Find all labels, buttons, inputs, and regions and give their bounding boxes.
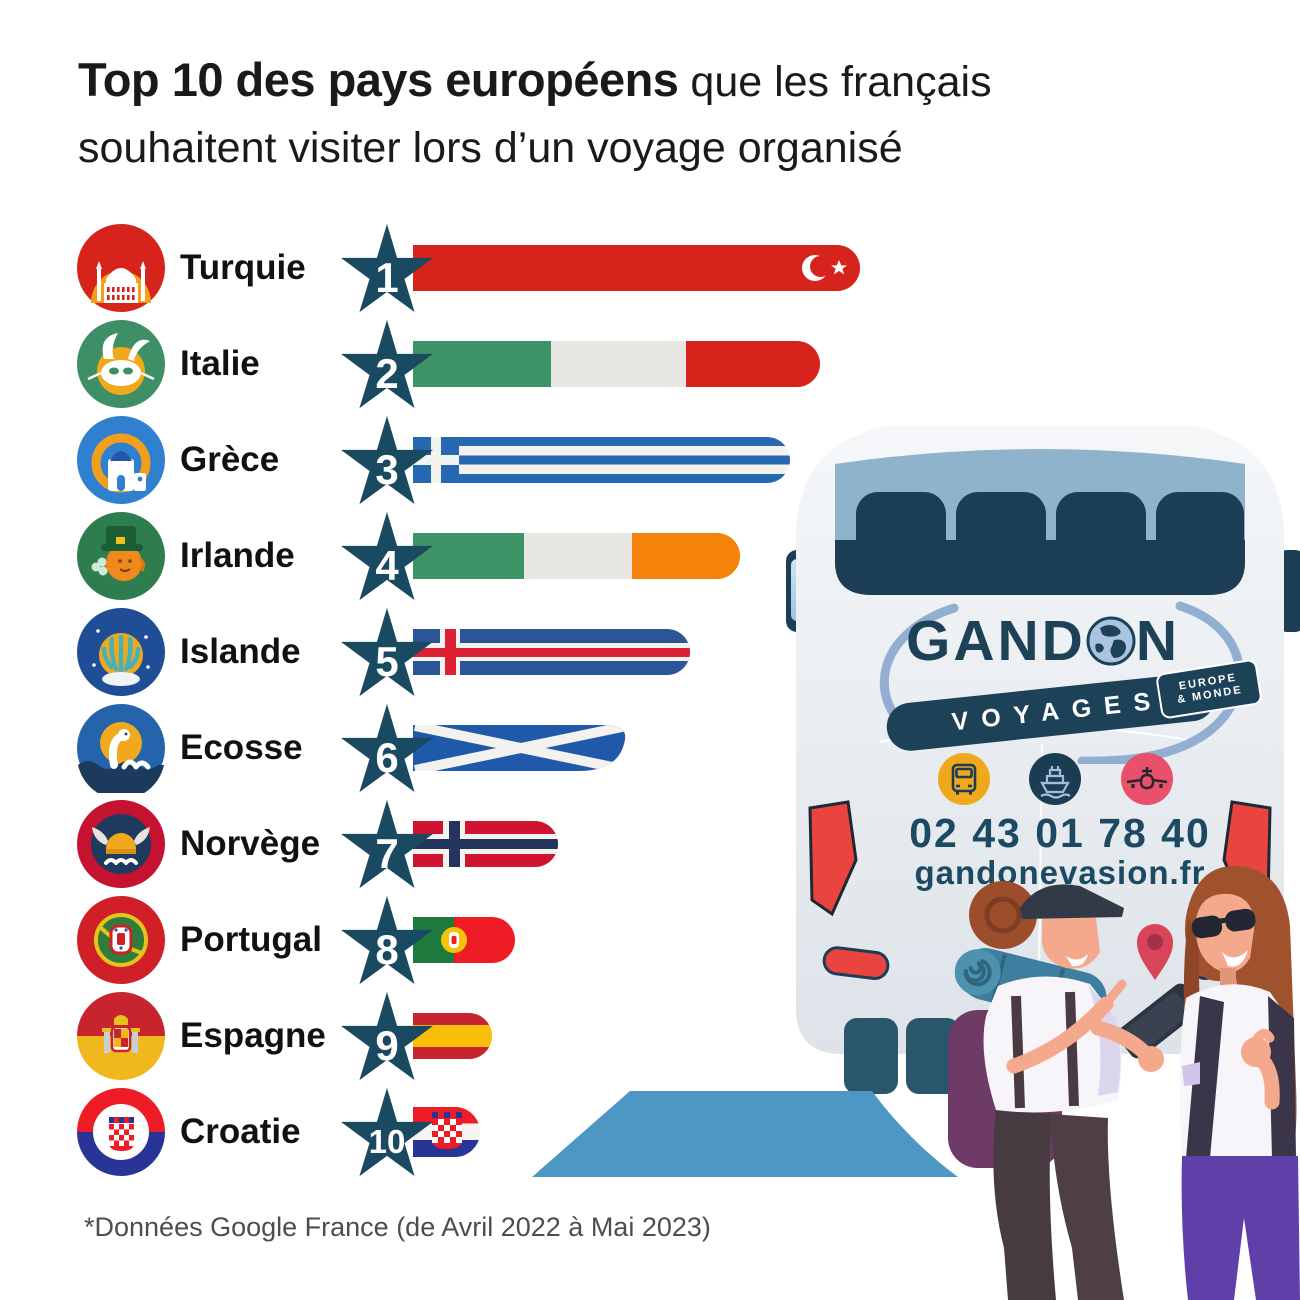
greek-cross-canton	[413, 437, 459, 483]
flag-bar-portugal	[413, 917, 515, 963]
ranking-row: Norvège 7	[0, 796, 900, 892]
cruise-ship-icon	[1029, 753, 1081, 805]
rank-star-badge: 6	[341, 702, 433, 794]
flag-bar-turkey	[413, 245, 860, 291]
leprechaun-icon	[77, 512, 165, 600]
rear-window	[835, 449, 1245, 595]
rank-number: 1	[375, 254, 399, 301]
rank-number: 2	[375, 350, 399, 397]
smile	[1066, 954, 1088, 967]
flag-bar-scotland	[413, 725, 630, 771]
rank-star-badge: 1	[341, 222, 433, 314]
title-line2: souhaitent visiter lors d’un voyage orga…	[78, 124, 903, 172]
brand-suffix: N	[1135, 609, 1180, 673]
rank-number: 4	[375, 542, 399, 589]
airplane-icon	[1121, 753, 1173, 805]
globe-icon	[1086, 614, 1136, 666]
ranking-row: Espagne 9	[0, 988, 900, 1084]
rank-number: 3	[375, 446, 399, 493]
flag-bar-spain	[413, 1013, 492, 1059]
flag-bar-greece	[413, 437, 790, 483]
country-label: Italie	[180, 344, 260, 383]
ranking-row: Croatie 10	[0, 1084, 900, 1180]
rank-star-badge: 5	[341, 606, 433, 698]
crescent-star-icon	[802, 255, 847, 281]
sunglasses	[1191, 908, 1256, 939]
rank-star-badge: 8	[341, 894, 433, 986]
strap	[1186, 996, 1224, 1158]
phone-number: 02 43 01 78 40	[909, 810, 1211, 856]
rank-number: 9	[375, 1022, 399, 1069]
portugal-crest-icon	[77, 896, 165, 984]
country-label: Irlande	[180, 536, 295, 575]
croatia-checker-emblem	[431, 1112, 462, 1149]
blue-ramp	[532, 1091, 958, 1177]
ranking-row: Italie 2	[0, 316, 900, 412]
country-label: Turquie	[180, 248, 306, 287]
title-bold: Top 10 des pays européens	[78, 53, 679, 106]
travelers-illustration	[948, 865, 1300, 1300]
ranking-row: Turquie 1	[0, 220, 900, 316]
cap	[1020, 884, 1124, 919]
country-label: Croatie	[180, 1112, 301, 1151]
brand-prefix: GAND	[906, 609, 1086, 673]
country-label: Islande	[180, 632, 301, 671]
viking-helmet-icon	[77, 800, 165, 888]
rank-number: 7	[375, 830, 399, 877]
ranking-row: Irlande 4	[0, 508, 900, 604]
bus-rear-illustration	[786, 426, 1300, 1094]
country-label: Portugal	[180, 920, 322, 959]
country-label: Ecosse	[180, 728, 303, 767]
ranking-row: Islande 5	[0, 604, 900, 700]
rank-number: 6	[375, 734, 399, 781]
flag-bar-italy	[413, 341, 820, 387]
portugal-emblem	[441, 927, 467, 953]
nessie-icon	[77, 704, 165, 793]
bus-icon	[938, 753, 990, 805]
rank-star-badge: 2	[341, 318, 433, 410]
country-label: Espagne	[180, 1016, 326, 1055]
traveler-right	[1179, 865, 1300, 1300]
page-title: Top 10 des pays européens que les frança…	[78, 52, 1128, 176]
left-reflector	[822, 946, 890, 980]
rank-star-badge: 7	[341, 798, 433, 890]
spain-crest-icon	[77, 992, 165, 1080]
flag-bar-iceland	[413, 629, 690, 675]
ranking-row: Portugal 8	[0, 892, 900, 988]
gandon-logo: VOYAGES GAND N EUROPE & MONDE	[858, 592, 1263, 764]
flag-bar-croatia	[413, 1107, 480, 1157]
title-regular: que les français	[678, 58, 992, 106]
country-label: Grèce	[180, 440, 280, 479]
rank-star-badge: 3	[341, 414, 433, 506]
flag-bar-ireland	[413, 533, 740, 579]
country-label: Norvège	[180, 824, 321, 863]
pants	[1181, 1156, 1300, 1300]
smile	[1222, 950, 1248, 967]
rank-star-badge: 9	[341, 990, 433, 1082]
traveler-left	[948, 881, 1201, 1300]
face	[1042, 909, 1100, 969]
mosque-icon	[77, 224, 165, 312]
brand-wordmark: GAND N	[858, 608, 1228, 674]
rank-star-badge: 4	[341, 510, 433, 602]
hair-bun	[969, 881, 1037, 949]
ranking-row: Ecosse 6	[0, 700, 900, 796]
rank-number: 8	[375, 926, 399, 973]
source-footnote: *Données Google France (de Avril 2022 à …	[84, 1212, 711, 1242]
geyser-icon	[77, 608, 165, 696]
ranking-row: Grèce 3	[0, 412, 900, 508]
rank-star-badge: 10	[341, 1086, 433, 1178]
santorini-icon	[77, 416, 165, 504]
venice-mask-icon	[77, 320, 165, 408]
rank-number: 5	[375, 638, 399, 685]
left-taillight	[808, 800, 858, 917]
rank-number: 10	[368, 1123, 406, 1160]
location-pin-icon	[1137, 924, 1173, 980]
croatia-crest-icon	[77, 1088, 165, 1176]
flag-bar-norway	[413, 821, 558, 867]
